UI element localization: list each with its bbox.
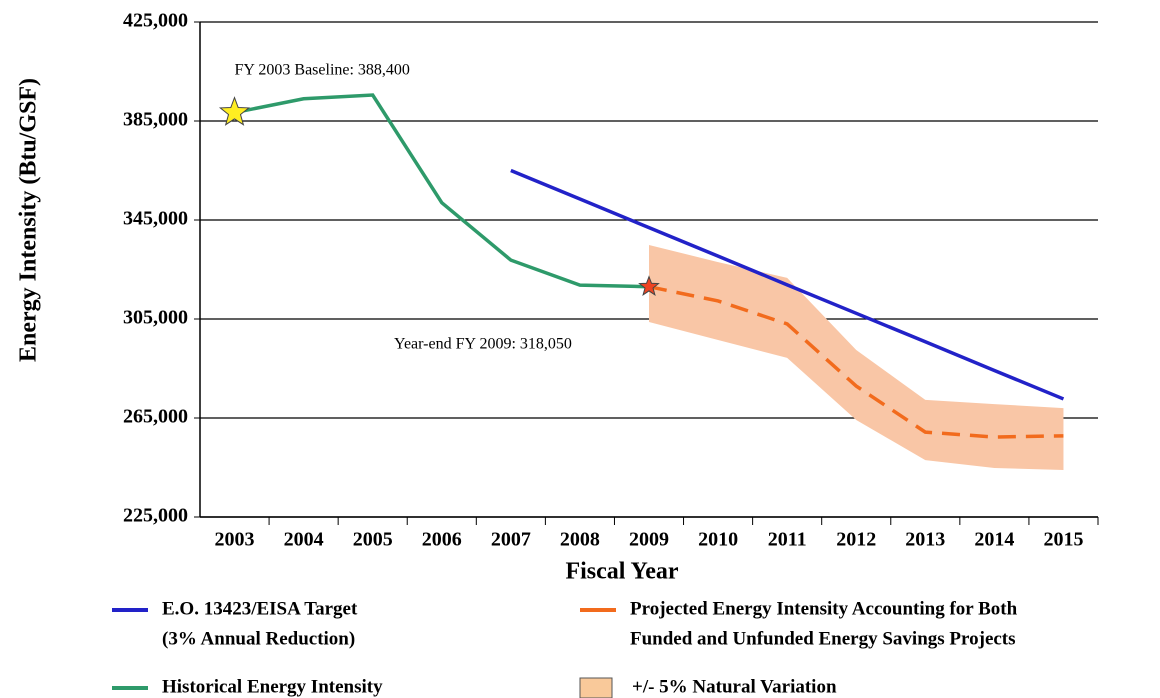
y-tick-label: 305,000: [123, 307, 188, 329]
x-tick-label: 2009: [629, 529, 669, 551]
legend-label: E.O. 13423/EISA Target: [162, 598, 358, 619]
y-tick-label: 225,000: [123, 505, 188, 527]
x-tick-label: 2014: [974, 529, 1014, 551]
legend-swatch: [579, 677, 613, 698]
legend-label: (3% Annual Reduction): [162, 628, 355, 649]
y-tick-label: 345,000: [123, 208, 188, 230]
annotation: FY 2003 Baseline: 388,400: [235, 61, 410, 78]
x-tick-label: 2012: [836, 529, 876, 551]
x-tick-label: 2006: [422, 529, 462, 551]
annotation: Year-end FY 2009: 318,050: [394, 335, 572, 352]
series-line: [648, 284, 1064, 439]
y-axis-title: Energy Intensity (Btu/GSF): [16, 78, 42, 362]
x-tick-label: 2011: [768, 529, 807, 551]
y-tick-label: 425,000: [123, 10, 188, 32]
x-tick-label: 2007: [491, 529, 531, 551]
legend-label: Funded and Unfunded Energy Savings Proje…: [630, 628, 1016, 649]
x-tick-label: 2008: [560, 529, 600, 551]
y-tick-label: 265,000: [123, 406, 188, 428]
series-line: [510, 168, 1065, 401]
star-marker: [218, 96, 251, 126]
x-tick-label: 2003: [215, 529, 255, 551]
x-tick-label: 2004: [284, 529, 324, 551]
variation-band: [649, 244, 1064, 470]
legend-label: +/- 5% Natural Variation: [632, 676, 837, 697]
x-tick-label: 2015: [1043, 529, 1083, 551]
star-marker: [638, 275, 660, 296]
x-tick-label: 2010: [698, 529, 738, 551]
legend-label: Historical Energy Intensity: [162, 676, 383, 697]
x-tick-label: 2013: [905, 529, 945, 551]
x-axis-title: Fiscal Year: [565, 559, 678, 585]
legend-label: Projected Energy Intensity Accounting fo…: [630, 598, 1018, 619]
x-tick-label: 2005: [353, 529, 393, 551]
y-tick-label: 385,000: [123, 109, 188, 131]
series-line: [234, 93, 650, 289]
